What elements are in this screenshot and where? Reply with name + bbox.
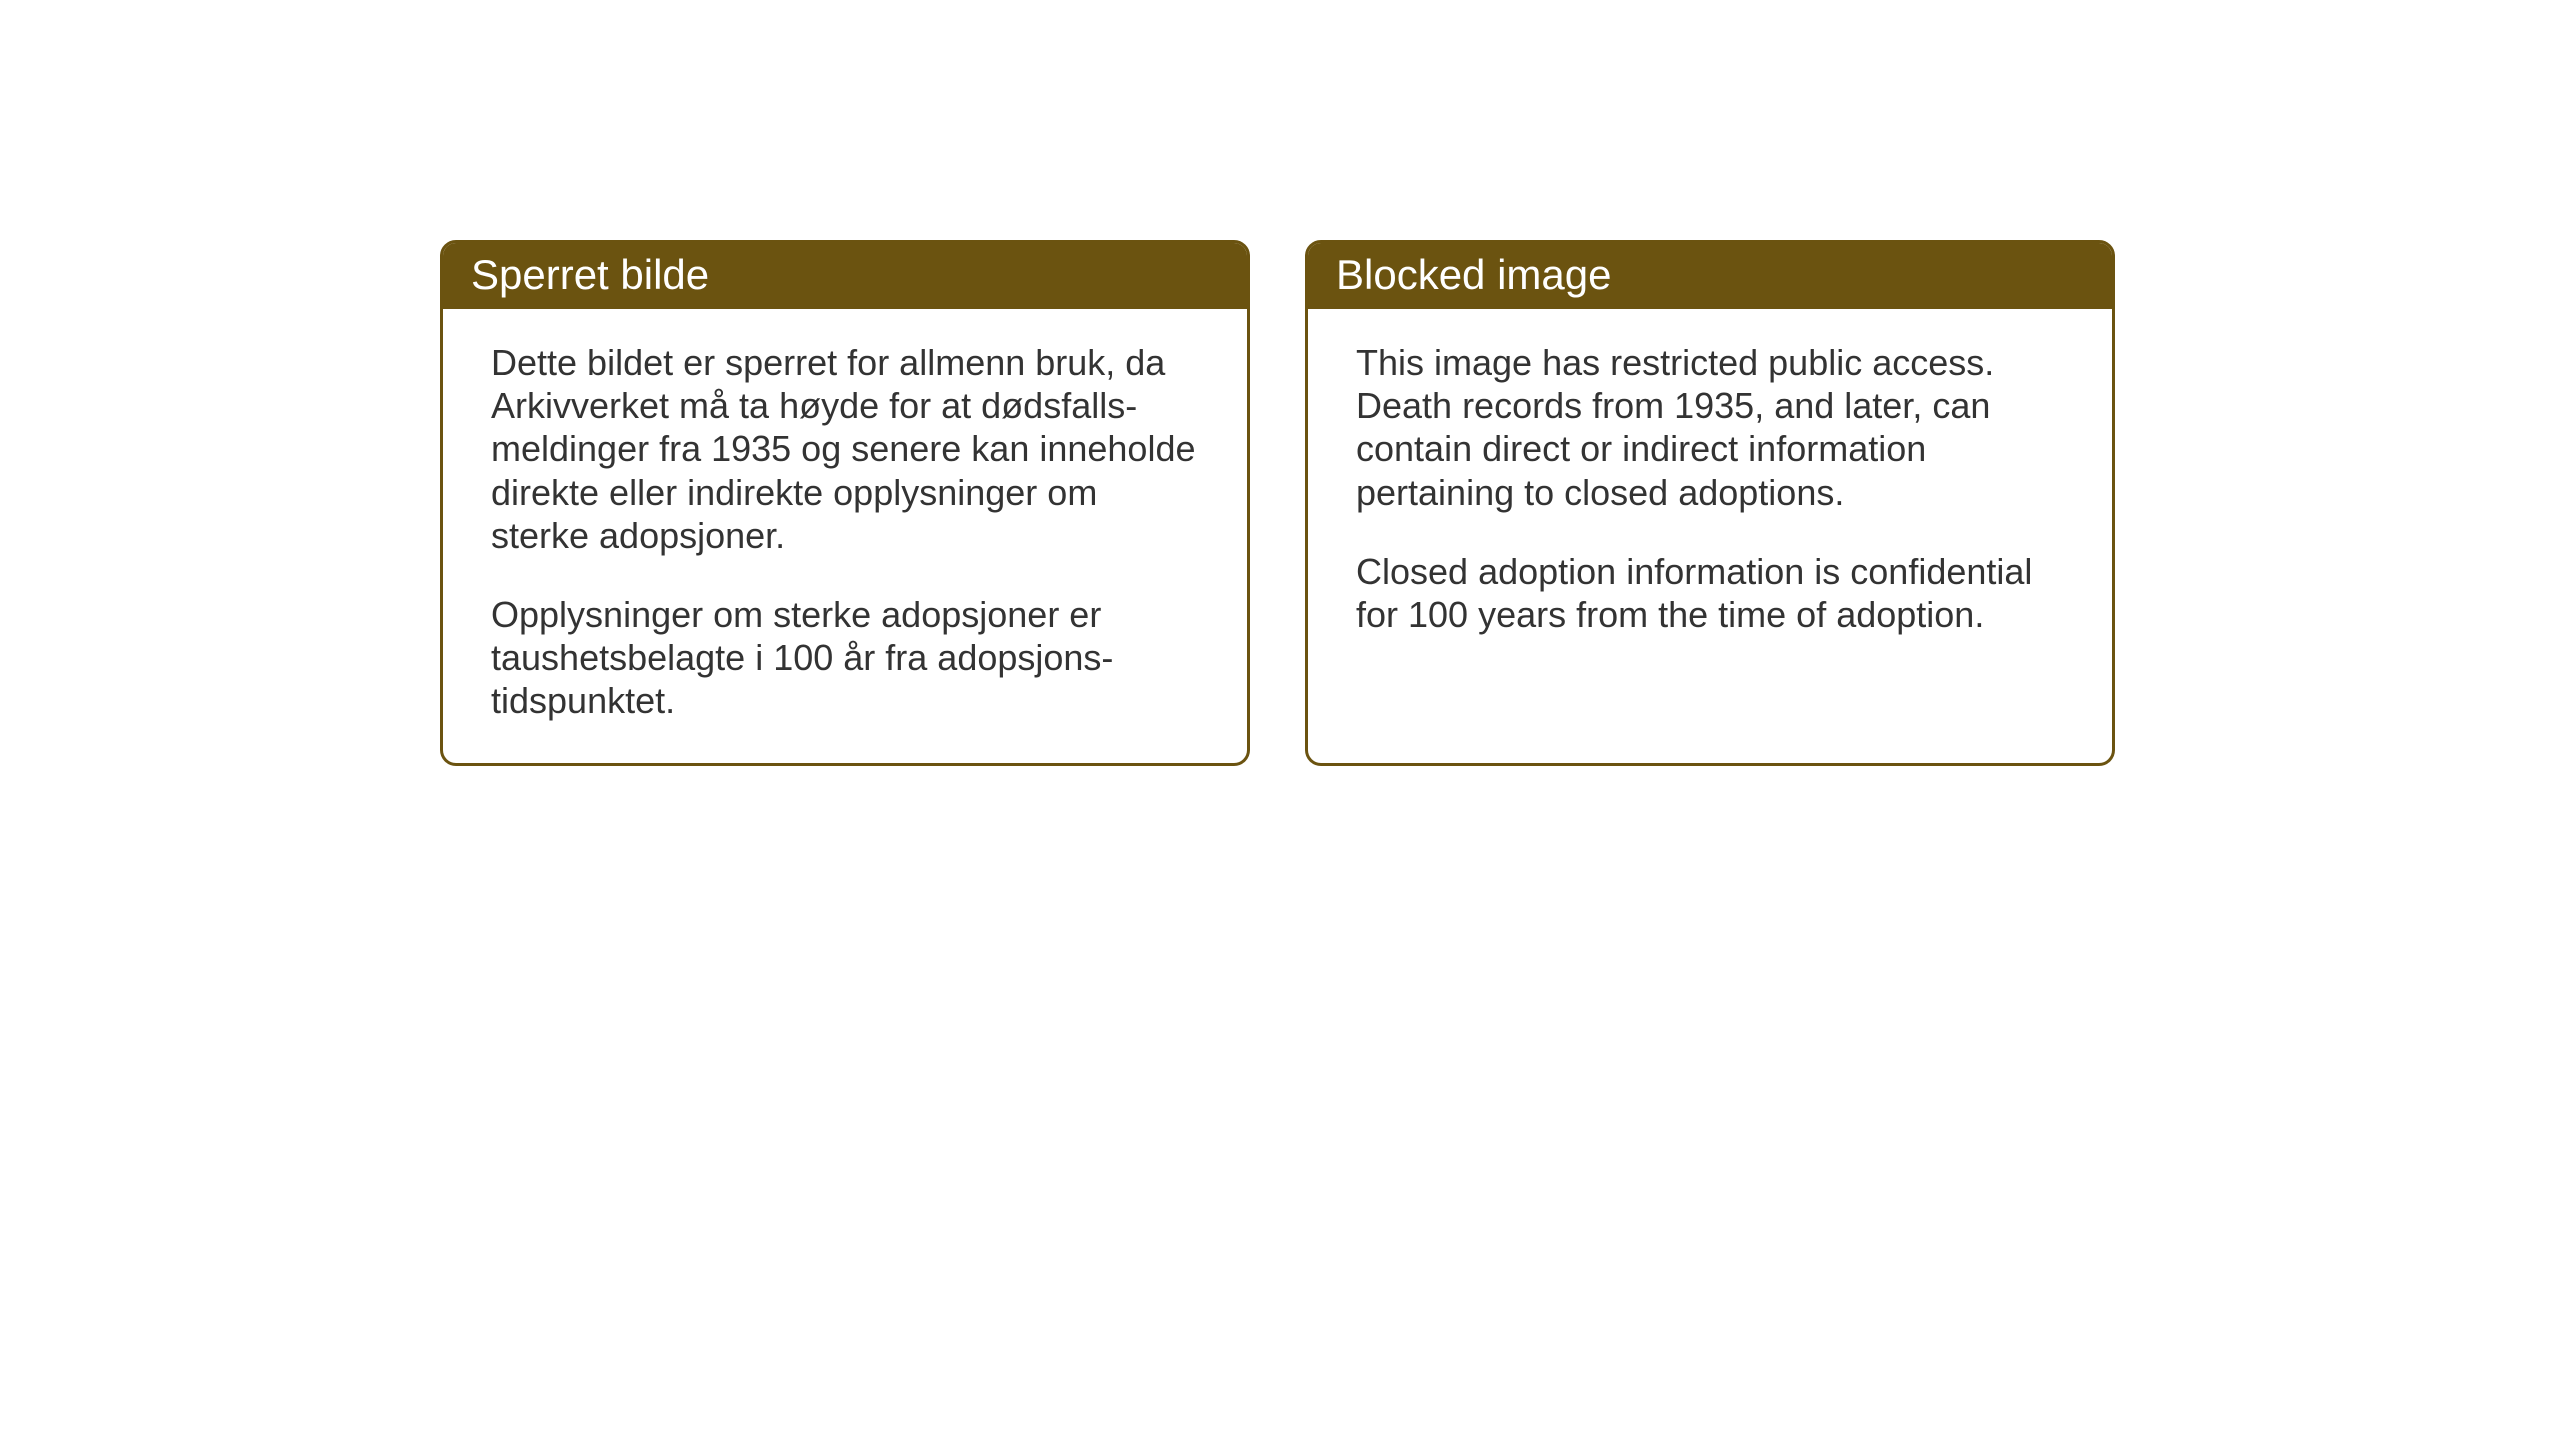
card-body-english: This image has restricted public access.…	[1308, 309, 2112, 676]
cards-container: Sperret bilde Dette bildet er sperret fo…	[440, 240, 2115, 766]
card-paragraph2-english: Closed adoption information is confident…	[1356, 550, 2064, 636]
card-title-english: Blocked image	[1336, 251, 1611, 298]
card-paragraph1-english: This image has restricted public access.…	[1356, 341, 2064, 514]
card-body-norwegian: Dette bildet er sperret for allmenn bruk…	[443, 309, 1247, 763]
card-paragraph2-norwegian: Opplysninger om sterke adopsjoner er tau…	[491, 593, 1199, 723]
card-header-norwegian: Sperret bilde	[443, 243, 1247, 309]
card-norwegian: Sperret bilde Dette bildet er sperret fo…	[440, 240, 1250, 766]
card-english: Blocked image This image has restricted …	[1305, 240, 2115, 766]
card-title-norwegian: Sperret bilde	[471, 251, 709, 298]
card-paragraph1-norwegian: Dette bildet er sperret for allmenn bruk…	[491, 341, 1199, 557]
card-header-english: Blocked image	[1308, 243, 2112, 309]
